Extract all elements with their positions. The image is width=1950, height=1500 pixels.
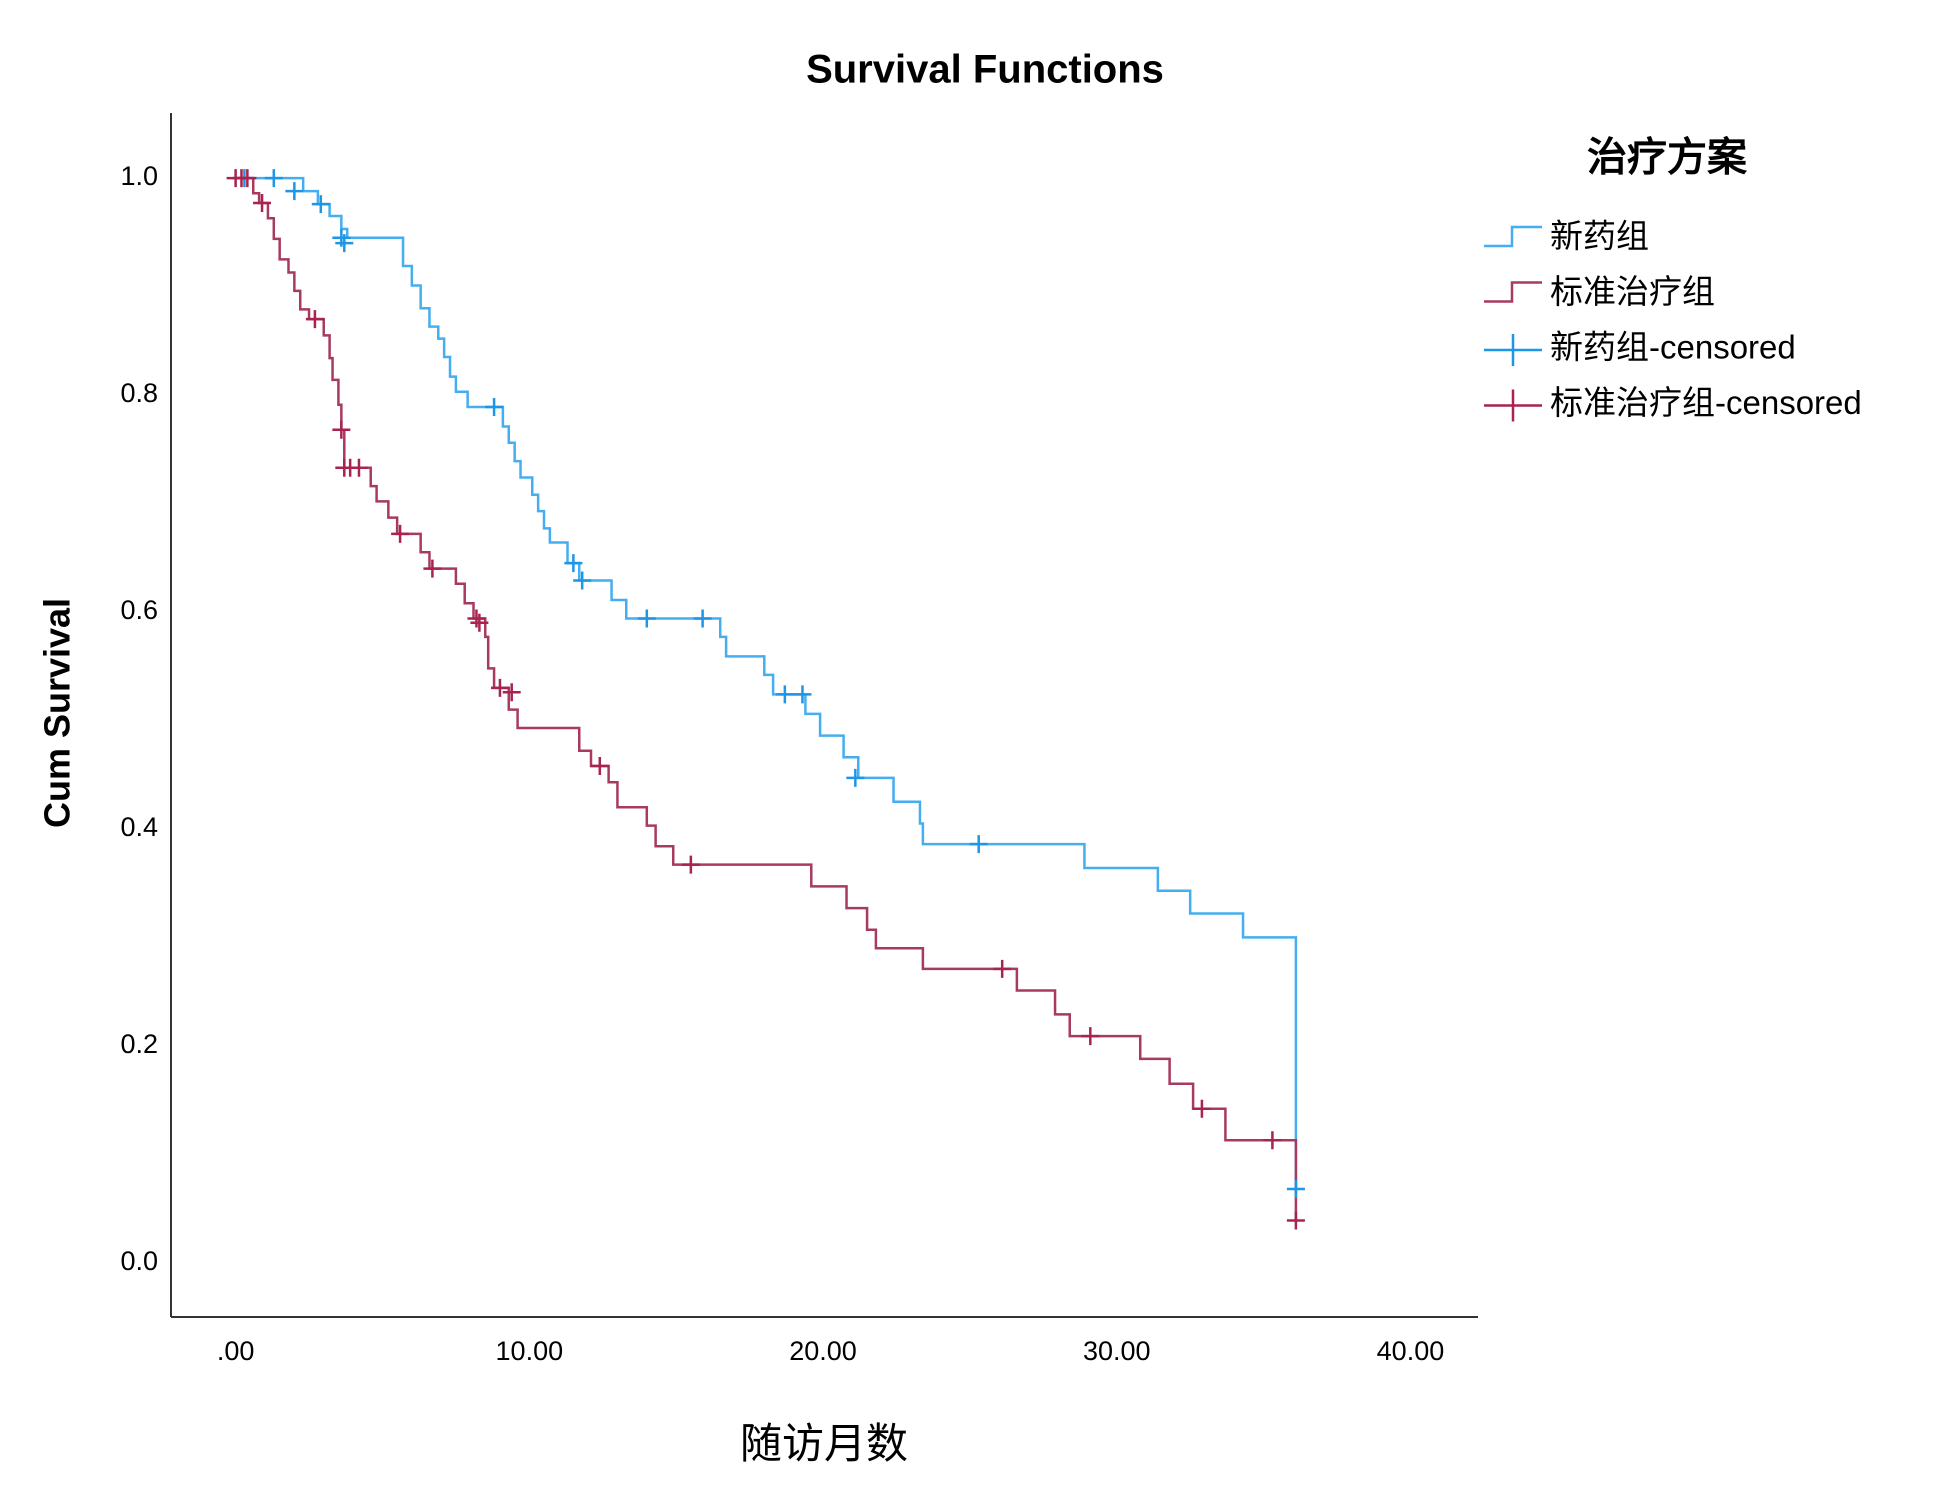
legend-label: 标准治疗组 [1550, 273, 1715, 310]
y-tick-label: 0.0 [120, 1246, 158, 1276]
legend-title: 治疗方案 [1587, 136, 1748, 180]
censor-mark [305, 310, 324, 329]
censor-mark [349, 458, 368, 477]
censor-mark [573, 571, 592, 590]
survival-line [235, 176, 1298, 1190]
censor-mark [1286, 1211, 1305, 1230]
legend-swatch [1484, 389, 1542, 422]
y-tick-label: 0.6 [120, 595, 158, 625]
legend-label: 标准治疗组-censored [1550, 384, 1862, 421]
censor-mark [490, 678, 509, 697]
censor-mark [775, 685, 794, 704]
y-tick-label: 1.0 [120, 161, 158, 191]
censor-mark [564, 554, 583, 573]
censor-mark [793, 685, 812, 704]
legend-label: 新药组 [1550, 218, 1649, 255]
censor-mark [693, 609, 712, 628]
censor-mark [391, 524, 410, 543]
censor-mark [264, 169, 283, 188]
legend-swatch [1484, 334, 1542, 366]
censor-mark [285, 182, 304, 201]
censor-mark [470, 613, 489, 632]
censor-mark [467, 609, 486, 628]
x-axis-label: 随访月数 [740, 1420, 908, 1467]
survival-line [235, 176, 1298, 1221]
legend-swatch [1484, 281, 1542, 303]
censor-mark [332, 420, 351, 439]
chart-title: Survival Functions [806, 48, 1164, 92]
x-tick-label: 40.00 [1377, 1336, 1445, 1366]
x-tick-label: 10.00 [496, 1336, 564, 1366]
x-tick-label: 20.00 [789, 1336, 857, 1366]
legend-swatch [1484, 225, 1542, 248]
censor-mark [502, 683, 521, 702]
censor-mark [485, 397, 504, 416]
censor-mark [1263, 1131, 1282, 1150]
censor-mark [1192, 1099, 1211, 1118]
legend-label: 新药组-censored [1550, 329, 1796, 366]
censor-mark [846, 768, 865, 787]
censor-mark [969, 835, 988, 854]
x-tick-label: .00 [217, 1336, 255, 1366]
y-tick-label: 0.2 [120, 1029, 158, 1059]
y-tick-label: 0.8 [120, 378, 158, 408]
censor-mark [253, 194, 272, 213]
censor-mark [423, 559, 442, 578]
censor-mark [1081, 1027, 1100, 1046]
censor-mark [637, 609, 656, 628]
censor-mark [993, 959, 1012, 978]
x-tick-label: 30.00 [1083, 1336, 1151, 1366]
y-axis-label: Cum Survival [37, 598, 78, 828]
censor-mark [311, 195, 330, 214]
y-tick-label: 0.4 [120, 812, 158, 842]
censor-mark [238, 169, 257, 188]
censor-mark [681, 855, 700, 874]
censor-mark [590, 756, 609, 775]
censor-mark [335, 234, 354, 253]
censor-mark [1286, 1180, 1305, 1199]
